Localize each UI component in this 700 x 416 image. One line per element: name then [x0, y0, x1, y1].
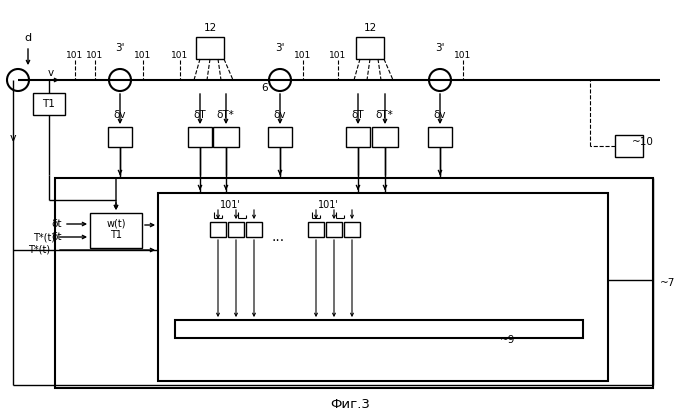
- Circle shape: [7, 69, 29, 91]
- Bar: [188, 127, 212, 147]
- Text: δv: δv: [274, 110, 286, 120]
- Bar: [33, 93, 65, 115]
- Text: 101': 101': [318, 200, 338, 210]
- Bar: [210, 222, 226, 237]
- Text: ~10: ~10: [632, 137, 654, 147]
- Bar: [326, 222, 342, 237]
- Bar: [246, 222, 262, 237]
- Text: δT: δT: [351, 110, 364, 120]
- Text: ~7: ~7: [660, 278, 675, 288]
- Text: δt: δt: [52, 219, 62, 229]
- Bar: [158, 193, 608, 381]
- Text: ~9: ~9: [500, 335, 515, 345]
- Text: 101: 101: [172, 50, 188, 59]
- Bar: [268, 127, 292, 147]
- Bar: [428, 127, 452, 147]
- Text: ...: ...: [272, 230, 285, 244]
- Text: 3': 3': [116, 43, 125, 53]
- Circle shape: [429, 69, 451, 91]
- Text: 101: 101: [134, 50, 152, 59]
- Circle shape: [109, 69, 131, 91]
- Bar: [615, 135, 643, 157]
- Text: T*(t): T*(t): [33, 232, 55, 242]
- Text: δT*: δT*: [375, 110, 393, 120]
- Circle shape: [269, 69, 291, 91]
- Text: δv: δv: [113, 110, 126, 120]
- Text: d: d: [25, 33, 32, 43]
- Bar: [213, 127, 239, 147]
- Text: w(t): w(t): [106, 218, 126, 228]
- Bar: [55, 178, 653, 388]
- Bar: [108, 127, 132, 147]
- Bar: [90, 213, 142, 248]
- Text: T1: T1: [110, 230, 122, 240]
- Bar: [175, 320, 583, 338]
- Bar: [228, 222, 244, 237]
- Bar: [344, 222, 360, 237]
- Text: δT: δT: [194, 110, 206, 120]
- Text: 12: 12: [363, 23, 377, 33]
- Bar: [308, 222, 324, 237]
- Text: 101: 101: [86, 50, 104, 59]
- Text: T1: T1: [43, 99, 55, 109]
- Text: 101: 101: [454, 50, 472, 59]
- Text: 101: 101: [66, 50, 83, 59]
- Text: 6: 6: [262, 83, 268, 93]
- Text: 3': 3': [275, 43, 285, 53]
- Text: δt: δt: [52, 232, 62, 242]
- Text: δv: δv: [434, 110, 447, 120]
- Text: 101: 101: [295, 50, 312, 59]
- Text: Фиг.3: Фиг.3: [330, 399, 370, 411]
- Bar: [356, 37, 384, 59]
- Bar: [346, 127, 370, 147]
- Text: 12: 12: [204, 23, 216, 33]
- Text: v: v: [10, 133, 16, 143]
- Text: 3': 3': [435, 43, 444, 53]
- Text: v: v: [48, 68, 54, 78]
- Text: 101: 101: [330, 50, 346, 59]
- Text: δT*: δT*: [216, 110, 234, 120]
- Bar: [372, 127, 398, 147]
- Text: T*(t): T*(t): [28, 245, 50, 255]
- Text: 101': 101': [220, 200, 240, 210]
- Bar: [196, 37, 224, 59]
